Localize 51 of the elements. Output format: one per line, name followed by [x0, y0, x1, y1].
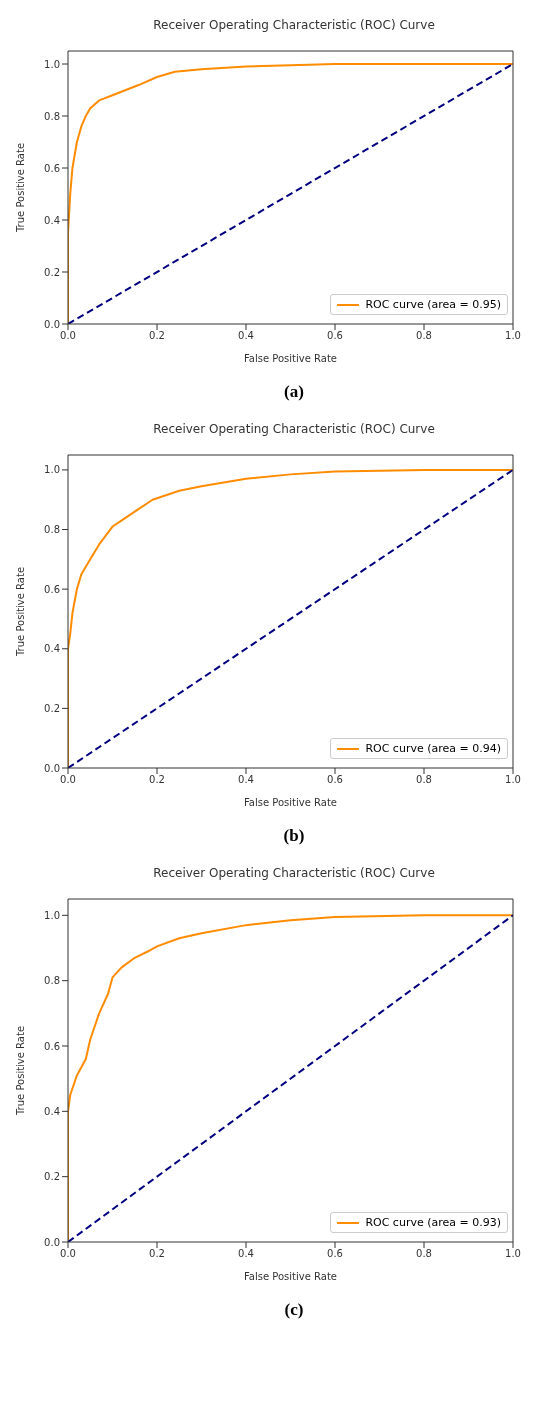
x-tick-label: 0.8: [416, 774, 432, 786]
x-tick-label: 0.8: [416, 1248, 432, 1260]
chart-title: Receiver Operating Characteristic (ROC) Curve: [152, 421, 436, 438]
x-tick-label: 0.4: [238, 330, 254, 342]
y-tick-label: 0.2: [44, 1171, 60, 1183]
y-tick-label: 0.6: [44, 583, 60, 595]
x-axis-title: False Positive Rate: [244, 1271, 337, 1282]
y-tick-label: 0.8: [44, 975, 60, 987]
y-tick-label: 0.0: [44, 762, 60, 774]
text: (b): [282, 826, 306, 846]
x-tick-label: 1.0: [505, 1248, 521, 1260]
y-tick-label: 1.0: [44, 464, 60, 476]
text: (a): [283, 382, 305, 402]
y-tick-label: 0.8: [44, 110, 60, 122]
x-tick-label: 0.0: [60, 330, 76, 342]
y-tick-label: 0.4: [44, 214, 60, 226]
legend-label: ROC curve (area = 0.95): [365, 298, 501, 311]
x-tick-label: 0.4: [238, 1248, 254, 1260]
y-tick-label: 0.6: [44, 162, 60, 174]
chart-title: Receiver Operating Characteristic (ROC) Curve: [152, 865, 436, 882]
y-tick-label: 0.2: [44, 702, 60, 714]
x-tick-label: 0.2: [149, 1248, 165, 1260]
x-axis-title: False Positive Rate: [244, 353, 337, 364]
x-axis-title: False Positive Rate: [244, 797, 337, 808]
y-tick-label: 0.8: [44, 524, 60, 536]
y-axis-title: True Positive Rate: [14, 142, 26, 234]
chart-title: Receiver Operating Characteristic (ROC) Curve: [152, 17, 436, 34]
y-tick-label: 1.0: [44, 909, 60, 921]
y-tick-label: 0.0: [44, 1236, 60, 1248]
x-tick-label: 0.2: [149, 774, 165, 786]
y-tick-label: 0.4: [44, 643, 60, 655]
y-tick-label: 0.4: [44, 1105, 60, 1117]
x-tick-label: 0.4: [238, 774, 254, 786]
x-tick-label: 0.6: [327, 774, 343, 786]
y-tick-label: 0.0: [44, 318, 60, 330]
y-tick-label: 1.0: [44, 58, 60, 70]
y-tick-label: 0.2: [44, 266, 60, 278]
y-tick-label: 0.6: [44, 1040, 60, 1052]
y-axis-title: True Positive Rate: [14, 566, 26, 658]
x-tick-label: 0.6: [327, 330, 343, 342]
legend-label: ROC curve (area = 0.93): [365, 1216, 501, 1229]
legend-label: ROC curve (area = 0.94): [365, 742, 501, 755]
text: (c): [283, 1300, 305, 1320]
x-tick-label: 0.0: [60, 774, 76, 786]
x-tick-label: 0.2: [149, 330, 165, 342]
x-tick-label: 0.0: [60, 1248, 76, 1260]
y-axis-title: True Positive Rate: [14, 1025, 26, 1117]
x-tick-label: 1.0: [505, 774, 521, 786]
x-tick-label: 1.0: [505, 330, 521, 342]
x-tick-label: 0.6: [327, 1248, 343, 1260]
x-tick-label: 0.8: [416, 330, 432, 342]
